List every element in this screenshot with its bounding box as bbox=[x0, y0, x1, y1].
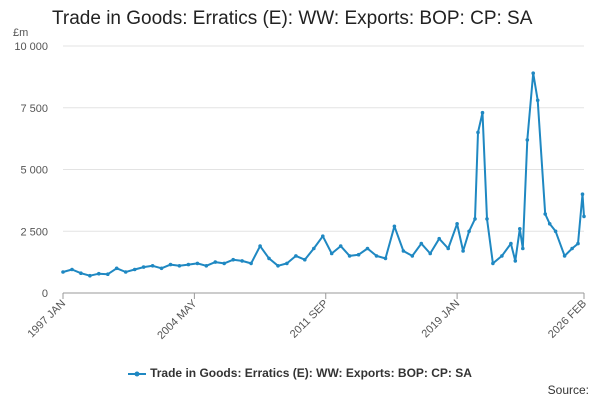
data-point bbox=[410, 254, 415, 258]
data-point bbox=[347, 254, 352, 258]
y-tick-label: 2 500 bbox=[20, 226, 48, 238]
y-tick-label: 5 000 bbox=[20, 165, 48, 177]
data-point bbox=[476, 130, 480, 135]
data-point bbox=[518, 227, 522, 231]
data-point bbox=[285, 261, 289, 266]
data-point bbox=[231, 257, 235, 262]
data-point bbox=[114, 266, 119, 271]
source-label: Source: bbox=[547, 383, 589, 397]
x-tick-label: 1997 JAN bbox=[25, 298, 68, 341]
x-tick-label: 2011 SEP bbox=[288, 298, 331, 341]
x-tick-label: 2004 MAY bbox=[155, 297, 200, 342]
data-point bbox=[123, 270, 128, 274]
data-point bbox=[132, 267, 137, 272]
y-axis-unit-label: £m bbox=[13, 27, 28, 39]
data-point bbox=[562, 254, 567, 258]
data-point bbox=[419, 241, 424, 246]
x-tick-label: 2026 FEB bbox=[546, 298, 589, 341]
data-point bbox=[500, 254, 504, 258]
legend[interactable]: Trade in Goods: Erratics (E): WW: Export… bbox=[0, 366, 600, 380]
data-point bbox=[88, 273, 92, 278]
y-tick-label: 0 bbox=[42, 288, 48, 300]
legend-label: Trade in Goods: Erratics (E): WW: Export… bbox=[150, 366, 472, 380]
data-point bbox=[491, 261, 495, 266]
data-point bbox=[480, 110, 485, 115]
data-point bbox=[521, 246, 525, 251]
data-point bbox=[204, 264, 209, 268]
series-layer bbox=[61, 71, 586, 278]
data-point bbox=[267, 256, 271, 261]
data-point bbox=[168, 262, 173, 267]
data-point bbox=[383, 256, 388, 261]
data-point bbox=[535, 98, 540, 103]
data-point bbox=[473, 217, 477, 221]
data-point bbox=[97, 271, 101, 276]
data-point bbox=[321, 234, 325, 238]
data-point bbox=[467, 229, 471, 234]
data-point bbox=[222, 261, 226, 266]
data-point bbox=[513, 259, 518, 263]
data-point bbox=[582, 214, 586, 219]
data-point bbox=[141, 265, 146, 269]
data-point bbox=[485, 217, 489, 221]
data-point bbox=[106, 272, 110, 277]
data-point bbox=[249, 261, 253, 266]
x-tick-label: 2019 JAN bbox=[420, 298, 463, 341]
x-axis-ticks: 1997 JAN 2004 MAY 2011 SEP 2019 JAN 2026 FEB bbox=[25, 293, 589, 342]
data-point bbox=[401, 249, 406, 253]
data-point bbox=[553, 229, 558, 234]
legend-swatch bbox=[128, 371, 147, 377]
data-point bbox=[159, 266, 164, 271]
data-point bbox=[576, 241, 580, 246]
chart-title: Trade in Goods: Erratics (E): WW: Export… bbox=[52, 8, 533, 29]
data-point bbox=[531, 71, 535, 75]
data-point bbox=[312, 246, 316, 251]
data-point bbox=[61, 270, 65, 274]
data-point bbox=[213, 260, 218, 264]
data-point bbox=[428, 251, 433, 256]
data-point bbox=[509, 241, 513, 246]
data-point bbox=[437, 236, 442, 241]
data-point bbox=[580, 192, 585, 196]
data-point bbox=[195, 261, 200, 266]
data-point bbox=[356, 252, 361, 257]
data-point bbox=[570, 246, 574, 251]
y-tick-label: 7 500 bbox=[20, 103, 48, 115]
data-point bbox=[525, 138, 530, 142]
data-point bbox=[276, 264, 280, 268]
data-point bbox=[186, 262, 191, 267]
data-point bbox=[303, 257, 307, 262]
data-point bbox=[79, 271, 83, 276]
series-line bbox=[62, 72, 585, 277]
data-point bbox=[177, 264, 182, 268]
gridlines bbox=[63, 45, 584, 232]
data-point bbox=[329, 251, 334, 256]
data-point bbox=[543, 212, 547, 216]
data-point bbox=[365, 246, 370, 251]
data-point bbox=[70, 267, 74, 272]
data-point bbox=[446, 246, 451, 251]
data-point bbox=[461, 249, 465, 253]
data-point bbox=[374, 254, 379, 258]
y-tick-label: 10 000 bbox=[14, 41, 48, 53]
y-axis-ticks: 0 2 500 5 000 7 500 10 000 bbox=[14, 41, 48, 300]
data-point bbox=[150, 264, 155, 268]
data-point bbox=[547, 222, 552, 226]
data-point bbox=[294, 254, 298, 258]
data-point bbox=[240, 259, 244, 263]
data-point bbox=[338, 244, 343, 248]
data-point bbox=[392, 224, 397, 229]
data-point bbox=[258, 244, 262, 248]
data-point bbox=[455, 222, 459, 226]
